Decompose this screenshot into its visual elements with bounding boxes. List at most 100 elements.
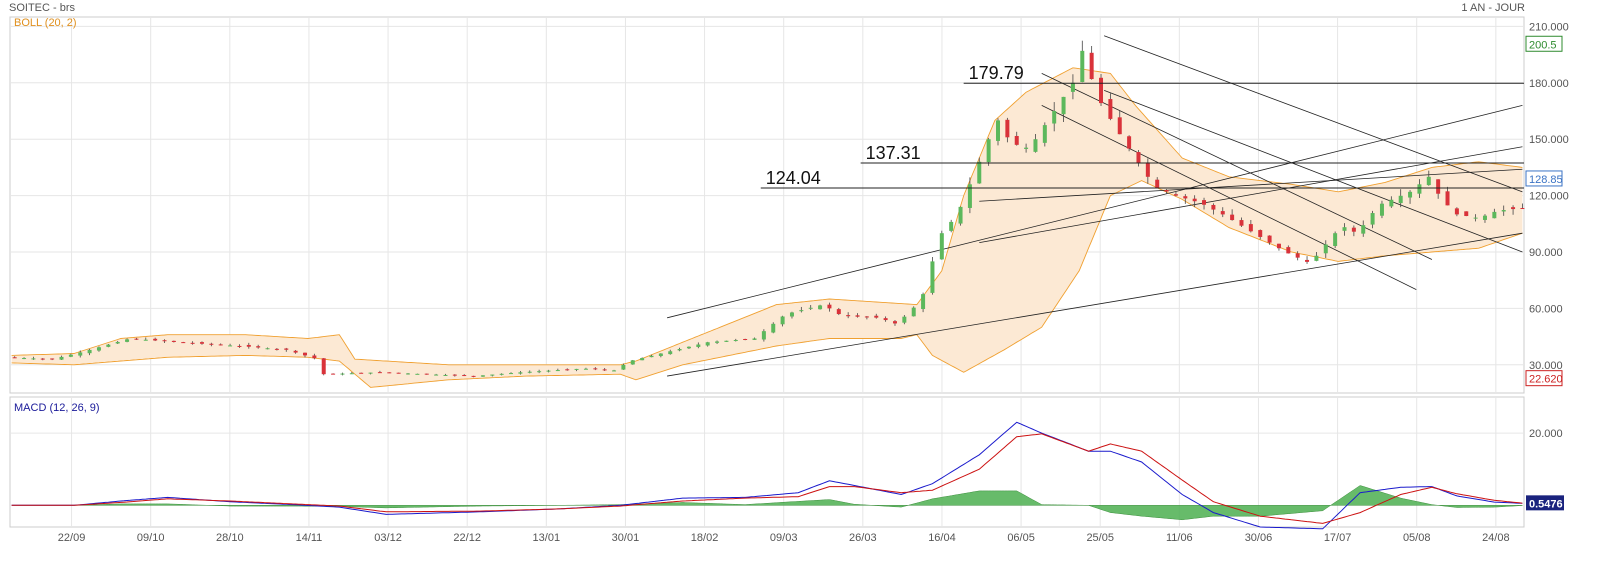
candle [1099,77,1104,104]
candle [499,373,504,375]
candle [143,339,148,341]
candle [434,374,439,376]
candle [761,331,766,340]
y-tick-label: 120.000 [1529,191,1569,203]
candle [1389,199,1394,207]
candle [115,341,120,344]
candle [752,338,757,340]
trend-line [1103,89,1523,253]
candle [1033,139,1038,152]
candle [977,161,982,184]
candle [331,373,336,375]
candle [480,375,485,377]
candle [743,338,748,340]
x-tick-label: 03/12 [374,532,402,544]
candle [31,358,36,360]
candle [1042,125,1047,143]
candle [921,294,926,310]
candle [565,369,570,371]
macd-y-tick-label: 20.000 [1529,428,1563,440]
candle [733,339,738,341]
symbol-label: SOITEC - brs [9,2,76,14]
candle [958,206,963,224]
candle [78,352,83,356]
candle [1482,215,1487,220]
candle [883,318,888,321]
candle [1342,227,1347,231]
candle [12,357,17,359]
candle [1248,224,1253,232]
candle [612,370,617,372]
candle [387,372,392,374]
candle [1464,211,1469,217]
candle [406,373,411,375]
candle [555,370,560,372]
candle [1305,259,1310,262]
candle [1220,211,1225,215]
candle [527,371,532,373]
candle [546,370,551,372]
candle [274,348,279,350]
macd-value-label: 0.5476 [1529,498,1563,510]
x-tick-label: 17/07 [1324,532,1352,544]
candle [415,373,420,375]
candle [1379,203,1384,216]
candle [1145,162,1150,177]
candle [1267,235,1272,243]
candle [181,342,186,344]
last-price-label-box [1525,170,1563,187]
macd-label: MACD (12, 26, 9) [14,402,100,414]
candle [1173,194,1178,196]
candle [209,343,214,345]
candle [902,316,907,323]
bollinger-band [11,67,1523,388]
candle [640,358,645,361]
candle [967,184,972,208]
candle [574,368,579,370]
x-tick-label: 09/10 [137,532,165,544]
candle [321,358,326,375]
candle [715,341,720,343]
bollinger-upper [11,67,1523,366]
candle [1211,204,1216,210]
signal-line [11,433,1523,524]
low-price-label-box [1525,370,1563,387]
candle [1052,111,1057,124]
candle [68,354,73,357]
candle [1323,244,1328,254]
y-tick-label: 180.000 [1529,78,1569,90]
candle [583,368,588,370]
candle [1258,230,1263,237]
x-tick-label: 30/06 [1245,532,1273,544]
candle [1230,214,1235,221]
candle [1398,195,1403,204]
candle [246,344,251,347]
candle [1005,119,1010,138]
candle [171,340,176,342]
candle [1155,179,1160,188]
x-tick-label: 28/10 [216,532,244,544]
trend-line [1103,35,1523,193]
candle [658,353,663,357]
candle [649,355,654,358]
candle [1239,220,1244,226]
candle [668,351,673,355]
x-tick-label: 16/04 [928,532,956,544]
low-price-label: 22.620 [1529,374,1563,386]
candle [1445,191,1450,206]
candle [359,372,364,374]
candle [696,344,701,347]
y-tick-label: 30.000 [1529,360,1563,372]
candle [1286,247,1291,254]
candle [1295,253,1300,258]
candle [265,348,270,350]
x-tick-label: 24/08 [1482,532,1510,544]
candle [218,344,223,346]
candle [377,372,382,374]
x-tick-label: 25/05 [1086,532,1114,544]
candle [1511,207,1516,210]
candle [1417,184,1422,194]
y-tick-label: 60.000 [1529,303,1563,315]
trend-line [979,168,1523,202]
